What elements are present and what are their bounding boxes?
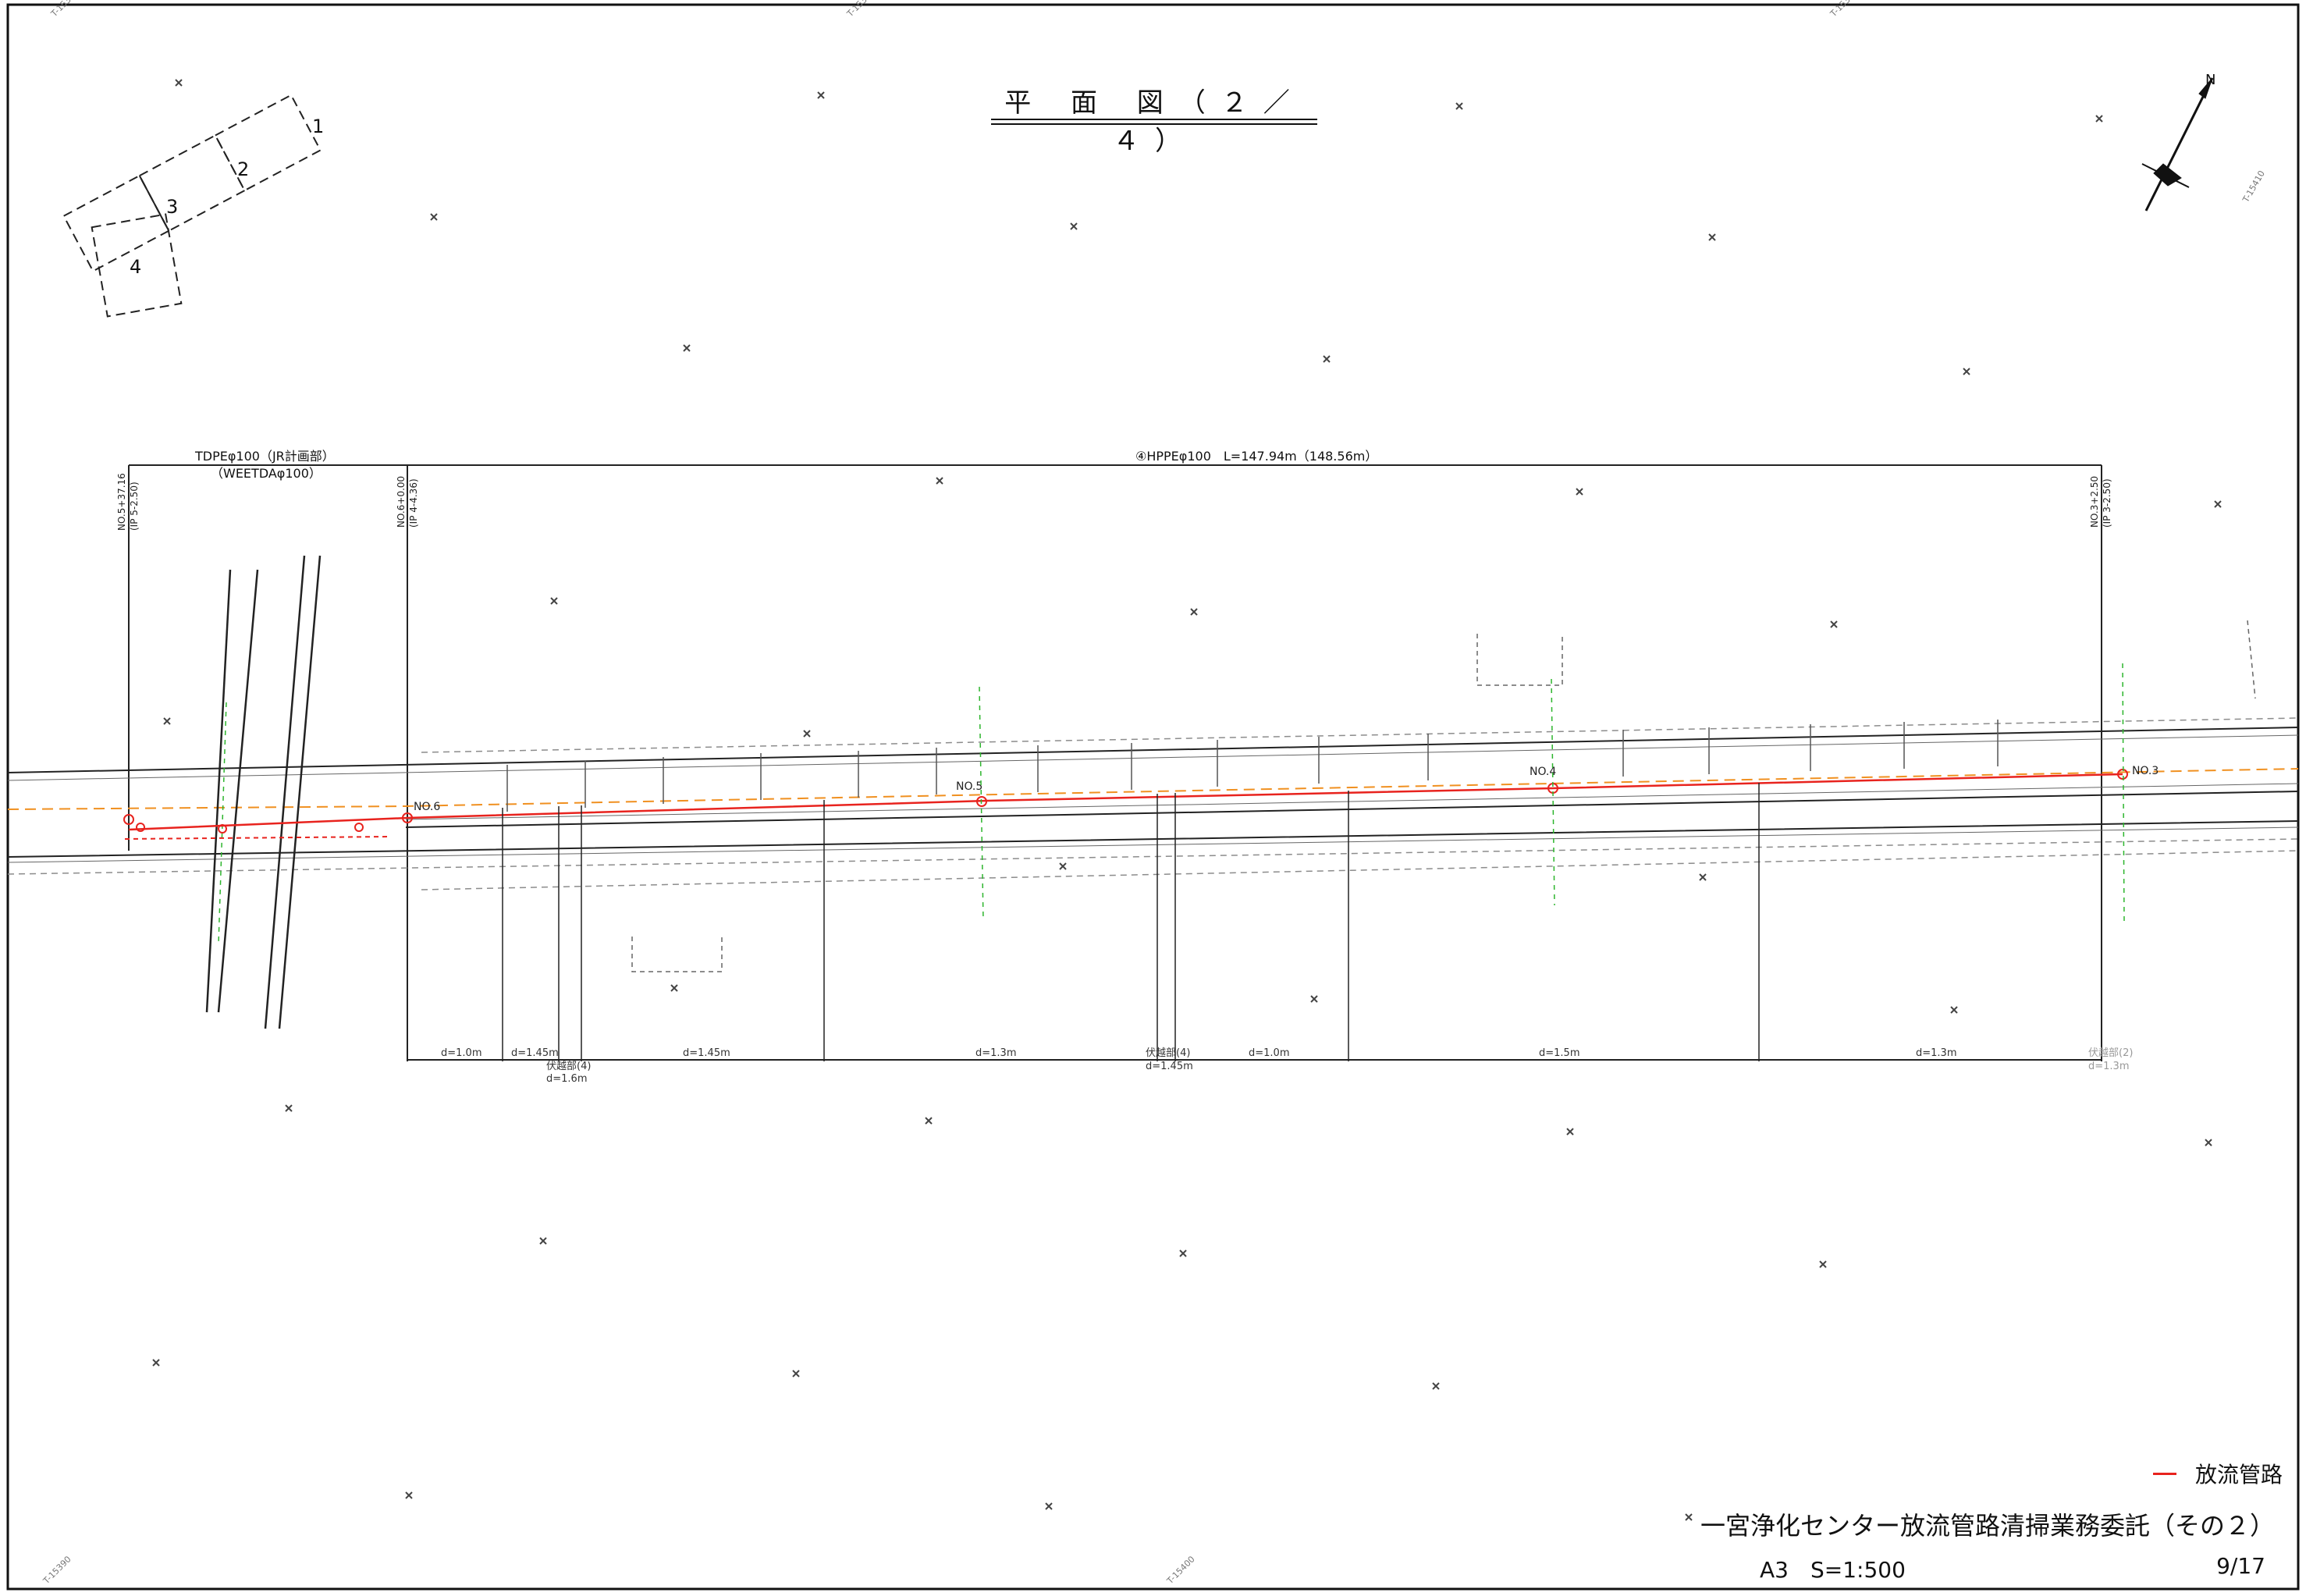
- span-note: 伏越部(4): [546, 1061, 591, 1072]
- v-mid-label-1: NO.6+0.00: [396, 476, 407, 528]
- span-note: 伏越部(2): [2088, 1047, 2133, 1059]
- v-mid-label-2: (IP 4-4.36): [408, 478, 419, 528]
- dashed-lines: [7, 717, 2299, 890]
- green-guides: [979, 663, 2125, 922]
- span-label: d=1.0m: [1249, 1047, 1289, 1059]
- rail-dashes: [218, 702, 227, 945]
- span-dividers: [502, 783, 1760, 1061]
- span-note: d=1.6m: [546, 1073, 587, 1085]
- survey-point-label: T-15390: [41, 1554, 73, 1586]
- legend-line-swatch: [2152, 1472, 2176, 1475]
- span-note: 伏越部(4): [1146, 1047, 1190, 1059]
- station-markers: [123, 769, 2128, 834]
- span-label: d=1.5m: [1539, 1047, 1579, 1059]
- main-header: ④HPPEφ100 L=147.94m（148.56m）: [1135, 449, 1377, 464]
- span-label: d=1.3m: [975, 1047, 1016, 1059]
- project-title: 一宮浄化センター放流管路清掃業務委託（その２）: [1700, 1511, 2275, 1541]
- north-arrow-icon: [2141, 77, 2214, 211]
- survey-point-label: T-15380: [844, 0, 876, 20]
- station-no3: NO.3: [2132, 765, 2159, 777]
- section-ticks: [506, 720, 1999, 812]
- survey-point-label: T-15410: [2240, 169, 2267, 204]
- sheet-title: 平 面 図（２／４）: [1004, 87, 1306, 157]
- north-label: N: [2205, 72, 2215, 88]
- left-header-1: TDPEφ100（JR計画部）: [194, 449, 335, 464]
- orange-line: [7, 768, 2299, 810]
- station-no5: NO.5: [956, 780, 982, 793]
- span-label: d=1.45m: [683, 1047, 730, 1059]
- discharge-pipe-existing: [124, 836, 391, 840]
- station-no6: NO.6: [414, 801, 440, 813]
- span-note: d=1.45m: [1146, 1061, 1193, 1072]
- v-right-label-1: NO.3+2.50: [2089, 476, 2100, 528]
- key-plan-block-1: 1: [312, 116, 324, 137]
- survey-point-label: T-15400: [1164, 1554, 1196, 1586]
- rail-lines: [205, 555, 322, 1029]
- key-plan-block-3: 3: [166, 196, 178, 218]
- key-plan-block-4: 4: [130, 256, 141, 278]
- sheet-size-scale: A3 S=1:500: [1760, 1557, 1906, 1583]
- legend-label: 放流管路: [2194, 1462, 2283, 1488]
- dimension-frame: [128, 464, 2102, 1061]
- key-plan-block-2: 2: [237, 158, 249, 180]
- left-header-2: （WEETDAφ100）: [211, 466, 322, 481]
- survey-point-label: T-15375: [48, 0, 80, 20]
- v-right-label-2: (IP 3-2.50): [2102, 478, 2112, 528]
- span-label: d=1.3m: [1916, 1047, 1956, 1059]
- road-lines: [7, 727, 2299, 863]
- sheet-page-number: 9/17: [2216, 1553, 2265, 1579]
- sheet-border: [6, 3, 2300, 1591]
- survey-crosses: [152, 79, 2222, 1521]
- v-left-label-1: NO.5+37.16: [116, 473, 127, 531]
- discharge-pipe: [128, 773, 2123, 831]
- survey-point-label: T-15381: [1828, 0, 1860, 20]
- span-note: d=1.3m: [2088, 1061, 2129, 1072]
- v-left-label-2: (IP 5-2.50): [129, 482, 140, 531]
- span-label: d=1.0m: [441, 1047, 481, 1059]
- road-structures: [631, 620, 2256, 972]
- span-label: d=1.45m: [511, 1047, 559, 1059]
- key-plan: [62, 94, 322, 318]
- station-no4: NO.4: [1530, 766, 1556, 778]
- legend: 放流管路: [2152, 1458, 2283, 1489]
